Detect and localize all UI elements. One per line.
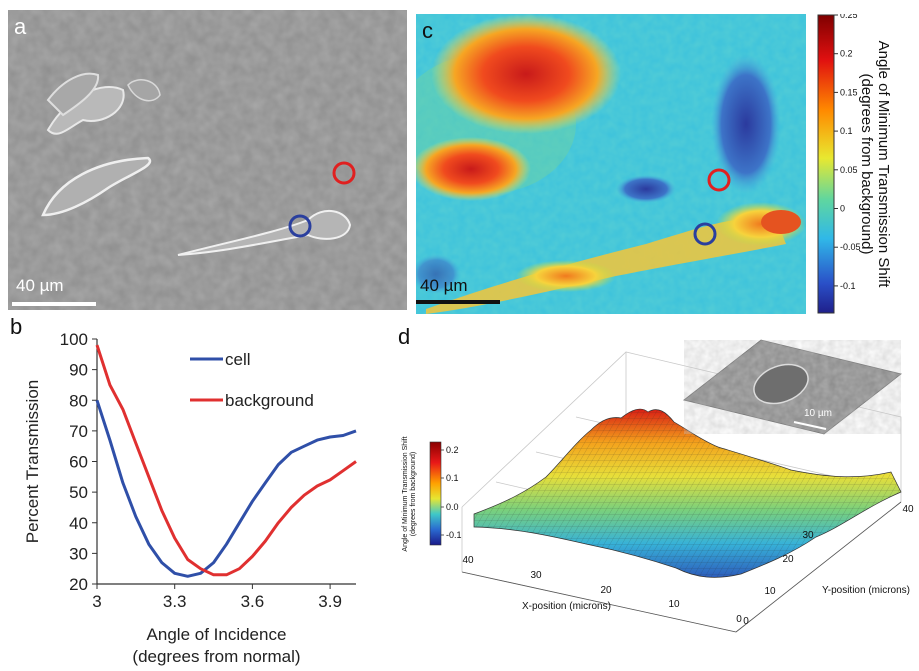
- x-tick-label: 3.9: [318, 592, 342, 611]
- panel-b: b 20 30 40 50 60 70 80 90 100 3 3.3 3.6 3.9 cell backg…: [0, 312, 380, 666]
- y-tick-label: 50: [69, 483, 88, 502]
- panel-c-colorbar: 0.25 0.2 0.15 0.1 0.05 0 -0.05 -0.1 Angle of Mi…: [817, 10, 919, 314]
- panel-label-d: d: [398, 324, 411, 349]
- series-line-background: [95, 344, 357, 577]
- scale-bar: [416, 300, 500, 304]
- colorbar-gradient: [429, 441, 442, 546]
- colorbar-title-line1: Angle of Minimum Transmission Shift: [875, 40, 892, 288]
- y-tick-label: 0: [743, 616, 749, 627]
- surface-plot: 0.2 0.1 0.0 -0.1 40 30 20 10 0 0 10 20 30 40: [429, 339, 914, 633]
- cell-roi-circle: [288, 214, 312, 238]
- y-tick-label: 40: [902, 504, 914, 515]
- x-tick-label: 3.3: [163, 592, 187, 611]
- colorbar-tick-label: 0.15: [840, 87, 858, 97]
- y-tick-label: 20: [69, 575, 88, 594]
- y-axis-label: Y-position (microns): [822, 585, 910, 596]
- x-axis: [461, 571, 737, 633]
- panel-c-heatmap: [396, 14, 806, 314]
- panel-label-c: c: [422, 18, 433, 43]
- legend-label: cell: [225, 350, 251, 369]
- y-tick-label: 70: [69, 422, 88, 441]
- colorbar-tick-label: 0.2: [446, 445, 459, 455]
- colorbar-gradient: [817, 14, 835, 314]
- small-colorbar-title-line1: Angle of Minimum Transmission Shift: [402, 436, 409, 552]
- background-roi-circle: [332, 161, 356, 185]
- y-tick-label: 30: [69, 544, 88, 563]
- panel-a-micrograph: [8, 10, 407, 310]
- cell-roi-circle: [693, 222, 717, 246]
- x-tick-label: 40: [462, 555, 474, 566]
- panel-c: c 40 µm: [396, 14, 806, 314]
- cell-shape: [46, 72, 100, 117]
- colorbar-tick-label: 0.05: [840, 165, 858, 175]
- x-tick-label: 3: [92, 592, 101, 611]
- cell-shape: [41, 156, 152, 217]
- y-tick-label: 60: [69, 453, 88, 472]
- scale-bar: [12, 302, 96, 306]
- y-tick-label: 40: [69, 514, 88, 533]
- x-tick-label: 30: [530, 570, 542, 581]
- y-axis: [735, 501, 902, 633]
- inset-scale-bar: [793, 421, 827, 430]
- cell-shape: [127, 79, 161, 102]
- panel-label-b: b: [10, 314, 23, 339]
- x-axis-label: Angle of Incidence: [147, 625, 287, 644]
- cell-shape: [177, 210, 352, 256]
- y-tick-label: 10: [764, 586, 776, 597]
- x-tick-label: 0: [736, 614, 742, 625]
- scale-bar-label: 40 µm: [16, 276, 64, 295]
- y-axis-label: Percent Transmission: [23, 380, 42, 543]
- scale-bar-label: 40 µm: [420, 276, 468, 295]
- background-roi-circle: [707, 168, 731, 192]
- colorbar-tick-label: 0.1: [446, 473, 459, 483]
- colorbar-tick-label: 0.2: [840, 49, 853, 59]
- colorbar-tick-label: -0.1: [840, 281, 856, 291]
- panel-label-a: a: [14, 14, 27, 39]
- y-tick-label: 80: [69, 391, 88, 410]
- colorbar-tick-label: -0.05: [840, 242, 861, 252]
- x-axis-label: X-position (microns): [522, 601, 611, 612]
- colorbar-tick-label: -0.1: [446, 530, 462, 540]
- inset-scale-bar-label: 10 µm: [804, 408, 832, 419]
- colorbar-title-line2: (degrees from background): [858, 73, 875, 255]
- panel-a: a 40 µm: [8, 10, 407, 310]
- x-axis-sublabel: (degrees from normal): [132, 647, 300, 666]
- legend-label: background: [225, 391, 314, 410]
- y-tick-label: 90: [69, 361, 88, 380]
- colorbar-tick-label: 0.25: [840, 14, 858, 20]
- panel-d: d: [396, 322, 919, 666]
- small-colorbar-title: Angle of Minimum Transmission Shift (deg…: [402, 409, 418, 579]
- y-tick-label: 100: [60, 330, 88, 349]
- y-tick-label: 30: [802, 530, 814, 541]
- chart-b: 20 30 40 50 60 70 80 90 100 3 3.3 3.6 3.9 cell backgro…: [23, 330, 357, 666]
- colorbar-tick-label: 0: [840, 204, 845, 214]
- inset-micrograph: [683, 339, 902, 435]
- colorbar-title: Angle of Minimum Transmission Shift (deg…: [858, 14, 892, 314]
- colorbar-tick-label: 0.0: [446, 502, 459, 512]
- x-tick-label: 3.6: [241, 592, 265, 611]
- colorbar-tick-label: 0.1: [840, 126, 853, 136]
- y-tick-label: 20: [782, 554, 794, 565]
- x-tick-label: 10: [668, 599, 680, 610]
- x-tick-label: 20: [600, 585, 612, 596]
- small-colorbar-title-line2: (degrees from background): [410, 451, 417, 537]
- series-line-cell: [95, 399, 357, 578]
